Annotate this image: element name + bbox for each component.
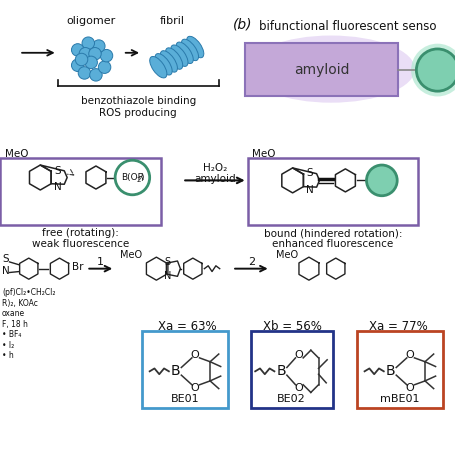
Ellipse shape [187, 36, 204, 58]
Text: BE01: BE01 [171, 394, 200, 404]
Circle shape [89, 47, 101, 60]
Ellipse shape [160, 51, 177, 72]
Text: O: O [191, 350, 199, 360]
Text: MeO: MeO [276, 250, 299, 260]
Text: S: S [2, 254, 9, 264]
Text: • I₂: • I₂ [2, 341, 14, 350]
Text: • BF₄: • BF₄ [2, 330, 21, 339]
Circle shape [79, 47, 91, 60]
Ellipse shape [171, 45, 188, 66]
Circle shape [72, 59, 84, 72]
Ellipse shape [155, 54, 172, 75]
Text: fibril: fibril [160, 16, 185, 26]
Text: O: O [191, 383, 199, 392]
Ellipse shape [165, 48, 182, 69]
Text: bifunctional fluorescent senso: bifunctional fluorescent senso [259, 20, 437, 33]
Ellipse shape [411, 44, 464, 96]
Text: oxane: oxane [2, 309, 25, 318]
Circle shape [75, 53, 88, 66]
Text: Xa = 63%: Xa = 63% [158, 320, 217, 333]
Text: Br: Br [72, 262, 83, 272]
FancyBboxPatch shape [245, 43, 398, 96]
Text: N: N [164, 271, 172, 282]
Text: MeO: MeO [5, 148, 28, 158]
Text: B: B [386, 365, 395, 378]
Circle shape [416, 49, 459, 91]
FancyBboxPatch shape [0, 158, 161, 226]
Circle shape [98, 61, 111, 73]
Circle shape [82, 37, 94, 49]
Text: 1: 1 [97, 257, 104, 267]
Text: O: O [294, 383, 303, 392]
Text: weak fluorescence: weak fluorescence [32, 239, 129, 249]
FancyBboxPatch shape [251, 331, 333, 408]
Text: H₂O₂: H₂O₂ [203, 163, 227, 173]
Text: BE02: BE02 [277, 394, 306, 404]
Text: F, 18 h: F, 18 h [2, 320, 28, 329]
Ellipse shape [182, 39, 199, 61]
Text: oligomer: oligomer [66, 16, 116, 26]
Text: MeO: MeO [252, 148, 276, 158]
Ellipse shape [247, 36, 415, 103]
Text: O: O [405, 350, 414, 360]
Text: B: B [171, 365, 181, 378]
Circle shape [85, 56, 97, 69]
Circle shape [78, 67, 91, 79]
Text: (pf)Cl₂•CH₂Cl₂: (pf)Cl₂•CH₂Cl₂ [2, 288, 55, 297]
Text: O: O [294, 350, 303, 360]
Text: free (rotating):: free (rotating): [42, 228, 119, 238]
FancyBboxPatch shape [247, 158, 419, 226]
Text: S: S [165, 257, 171, 267]
Text: O: O [405, 383, 414, 392]
Circle shape [90, 69, 102, 81]
Text: N: N [54, 182, 62, 192]
Text: • h: • h [2, 351, 14, 360]
Text: amyloid: amyloid [194, 174, 236, 184]
Circle shape [92, 40, 105, 52]
Text: mBE01: mBE01 [380, 394, 420, 404]
Text: R)₂, KOAc: R)₂, KOAc [2, 299, 38, 308]
Text: 2: 2 [248, 257, 255, 267]
Text: bound (hindered rotation):: bound (hindered rotation): [264, 228, 402, 238]
Text: benzothiazole binding: benzothiazole binding [81, 96, 196, 106]
Text: S: S [307, 168, 313, 178]
Text: 2: 2 [137, 177, 141, 183]
Text: Xa = 77%: Xa = 77% [369, 320, 428, 333]
Circle shape [72, 44, 84, 56]
Text: amyloid: amyloid [294, 63, 349, 77]
Ellipse shape [176, 42, 193, 64]
Ellipse shape [150, 56, 167, 78]
Circle shape [366, 165, 397, 196]
Text: N: N [2, 265, 9, 275]
Text: N: N [306, 185, 314, 195]
Text: (b): (b) [233, 17, 253, 31]
FancyBboxPatch shape [142, 331, 228, 408]
Text: ): ) [140, 173, 144, 182]
Text: B(OR: B(OR [121, 173, 144, 182]
Text: S: S [54, 166, 61, 176]
Text: B: B [276, 365, 286, 378]
FancyBboxPatch shape [357, 331, 443, 408]
Circle shape [100, 49, 113, 62]
Text: enhanced fluorescence: enhanced fluorescence [272, 239, 393, 249]
Circle shape [115, 160, 150, 195]
Text: ROS producing: ROS producing [100, 109, 177, 118]
Text: MeO: MeO [120, 250, 142, 260]
Text: Xb = 56%: Xb = 56% [263, 320, 322, 333]
